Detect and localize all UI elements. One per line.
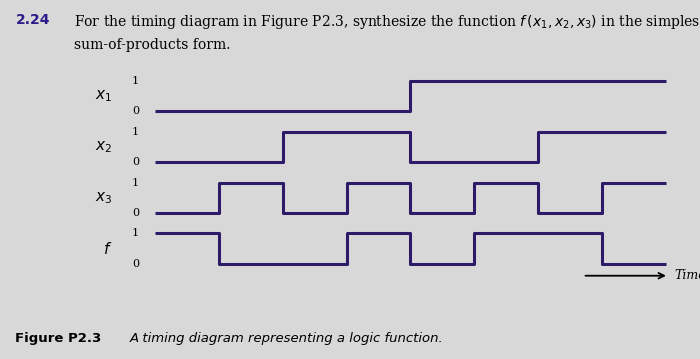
Text: Time: Time	[674, 269, 700, 282]
Text: 1: 1	[132, 127, 139, 137]
Text: 0: 0	[132, 157, 139, 167]
Text: 2.24: 2.24	[15, 13, 50, 27]
Text: 0: 0	[132, 259, 139, 269]
Text: For the timing diagram in Figure P2.3, synthesize the function $f\/(x_1, x_2, x_: For the timing diagram in Figure P2.3, s…	[74, 13, 700, 31]
Text: $x_3$: $x_3$	[94, 190, 112, 206]
Text: $f$: $f$	[103, 241, 112, 257]
Text: Figure P2.3: Figure P2.3	[15, 332, 102, 345]
Text: 1: 1	[132, 178, 139, 188]
Text: A timing diagram representing a logic function.: A timing diagram representing a logic fu…	[130, 332, 443, 345]
Text: $x_1$: $x_1$	[95, 88, 112, 104]
Text: 1: 1	[132, 228, 139, 238]
Text: 0: 0	[132, 106, 139, 116]
Text: 0: 0	[132, 208, 139, 218]
Text: sum-of-products form.: sum-of-products form.	[74, 38, 230, 52]
Text: 1: 1	[132, 76, 139, 86]
Text: $x_2$: $x_2$	[95, 139, 112, 155]
